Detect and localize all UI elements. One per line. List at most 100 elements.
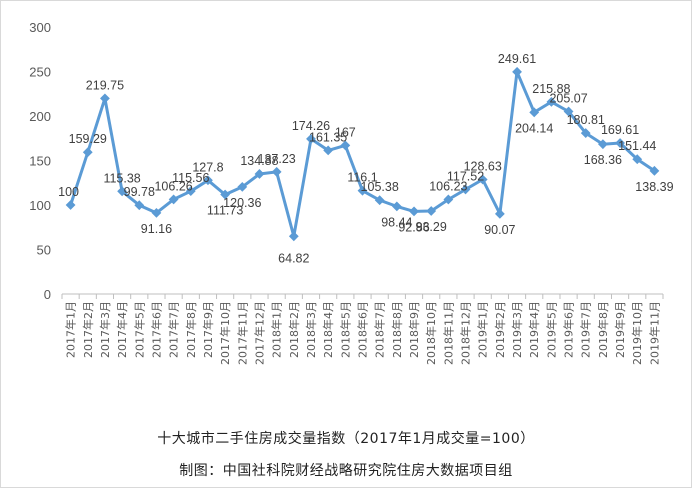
data-label: 115.38 — [103, 171, 140, 185]
x-tick-label: 2019年11月 — [647, 301, 661, 365]
data-label: 111.73 — [207, 204, 243, 218]
data-label: 204.14 — [515, 121, 553, 135]
x-axis-tick-labels: 2017年1月 2017年2月 2017年3月 2017年4月 2017年5月 2017年… — [64, 301, 662, 365]
data-label: 161.35 — [309, 130, 347, 144]
data-point-marker — [151, 207, 162, 218]
data-label: 106.26 — [154, 179, 192, 193]
data-label: 106.23 — [429, 179, 467, 193]
x-tick-label: 2018年7月 — [373, 301, 387, 358]
data-point-marker — [185, 186, 196, 197]
data-label: 98.44 — [381, 215, 412, 229]
x-tick-label: 2019年7月 — [579, 301, 593, 358]
x-tick-label: 2017年7月 — [167, 301, 181, 358]
data-point-marker — [323, 145, 334, 156]
data-point-marker — [426, 206, 437, 216]
data-point-marker — [168, 194, 179, 205]
data-point-marker — [615, 138, 625, 148]
y-axis-tick-labels: 0 50 100 150 200 250 300 — [29, 20, 51, 302]
x-tick-label: 2017年12月 — [252, 301, 266, 365]
data-label: 115.56 — [172, 171, 209, 185]
data-point-marker — [237, 181, 248, 192]
data-label: 151.44 — [618, 139, 656, 153]
x-tick-label: 2018年9月 — [407, 301, 421, 358]
data-point-marker — [546, 96, 557, 107]
data-point-marker — [512, 66, 522, 77]
data-point-marker — [409, 206, 419, 217]
data-point-marker — [220, 189, 231, 200]
data-label: 219.75 — [86, 78, 124, 92]
data-markers — [65, 66, 660, 242]
data-point-marker — [288, 231, 299, 242]
data-point-marker — [632, 154, 643, 165]
data-point-marker — [271, 166, 282, 177]
x-tick-label: 2017年8月 — [184, 301, 198, 358]
x-tick-label: 2018年11月 — [441, 301, 455, 365]
data-label: 167 — [335, 125, 356, 139]
data-label: 117.52 — [447, 169, 484, 183]
data-point-marker — [391, 201, 402, 212]
data-point-marker — [477, 174, 488, 185]
data-label: 169.61 — [601, 123, 639, 137]
x-tick-label: 2017年6月 — [149, 301, 163, 358]
data-point-marker — [117, 186, 128, 197]
data-label: 93.29 — [416, 220, 447, 234]
x-tick-label: 2017年3月 — [98, 301, 112, 358]
x-tick-label: 2019年6月 — [562, 301, 576, 358]
data-point-marker — [65, 200, 76, 210]
data-label: 138.39 — [635, 180, 673, 194]
x-tick-label: 2019年4月 — [527, 301, 541, 358]
data-label: 180.81 — [567, 113, 605, 127]
data-label: 105.38 — [361, 180, 399, 194]
data-label: 91.16 — [141, 222, 172, 236]
x-tick-label: 2019年2月 — [493, 301, 507, 358]
data-point-marker — [494, 208, 505, 219]
x-tick-label: 2019年9月 — [613, 301, 627, 358]
x-tick-label: 2017年5月 — [132, 301, 146, 358]
x-tick-label: 2018年1月 — [270, 301, 284, 358]
x-tick-label: 2017年11月 — [235, 301, 249, 365]
data-label: 99.78 — [124, 185, 155, 199]
data-point-marker — [82, 147, 93, 158]
x-tick-label: 2019年1月 — [476, 301, 490, 358]
x-tick-label: 2018年4月 — [321, 301, 335, 358]
x-tick-label: 2018年5月 — [338, 301, 352, 358]
y-tick-label: 200 — [29, 109, 51, 124]
data-label: 159.29 — [69, 132, 107, 146]
x-tick-label: 2018年10月 — [424, 301, 438, 365]
y-tick-label: 250 — [29, 65, 51, 80]
data-point-marker — [649, 165, 660, 176]
data-label: 116.1 — [347, 171, 377, 185]
data-point-marker — [460, 184, 471, 195]
data-point-marker — [443, 194, 454, 205]
data-point-marker — [254, 169, 265, 179]
y-tick-label: 100 — [29, 198, 51, 213]
data-label: 137.23 — [258, 152, 296, 166]
x-tick-label: 2017年1月 — [64, 301, 78, 358]
x-tick-label: 2019年5月 — [544, 301, 558, 358]
x-tick-label: 2018年6月 — [356, 301, 370, 358]
y-tick-label: 0 — [44, 287, 51, 302]
x-tick-label: 2017年4月 — [115, 301, 129, 358]
data-label: 127.8 — [192, 160, 223, 174]
data-point-marker — [357, 185, 368, 196]
x-tick-label: 2019年10月 — [630, 301, 644, 365]
data-label: 100 — [58, 185, 79, 199]
x-tick-label: 2017年2月 — [81, 301, 95, 358]
chart-caption-title: 十大城市二手住房成交量指数（2017年1月成交量=100） — [157, 431, 535, 447]
data-label: 120.36 — [223, 196, 261, 210]
data-label: 92.86 — [398, 220, 429, 234]
data-label: 64.82 — [278, 251, 309, 265]
y-tick-label: 300 — [29, 20, 51, 35]
x-tick-label: 2018年8月 — [390, 301, 404, 358]
x-tick-label: 2018年3月 — [304, 301, 318, 358]
data-label: 249.61 — [498, 52, 536, 66]
x-tick-label: 2019年8月 — [596, 301, 610, 358]
data-point-marker — [134, 200, 145, 211]
data-point-marker — [563, 106, 574, 117]
x-axis-ticks — [61, 294, 664, 299]
data-point-marker — [597, 139, 608, 150]
data-label: 134.88 — [240, 154, 278, 168]
